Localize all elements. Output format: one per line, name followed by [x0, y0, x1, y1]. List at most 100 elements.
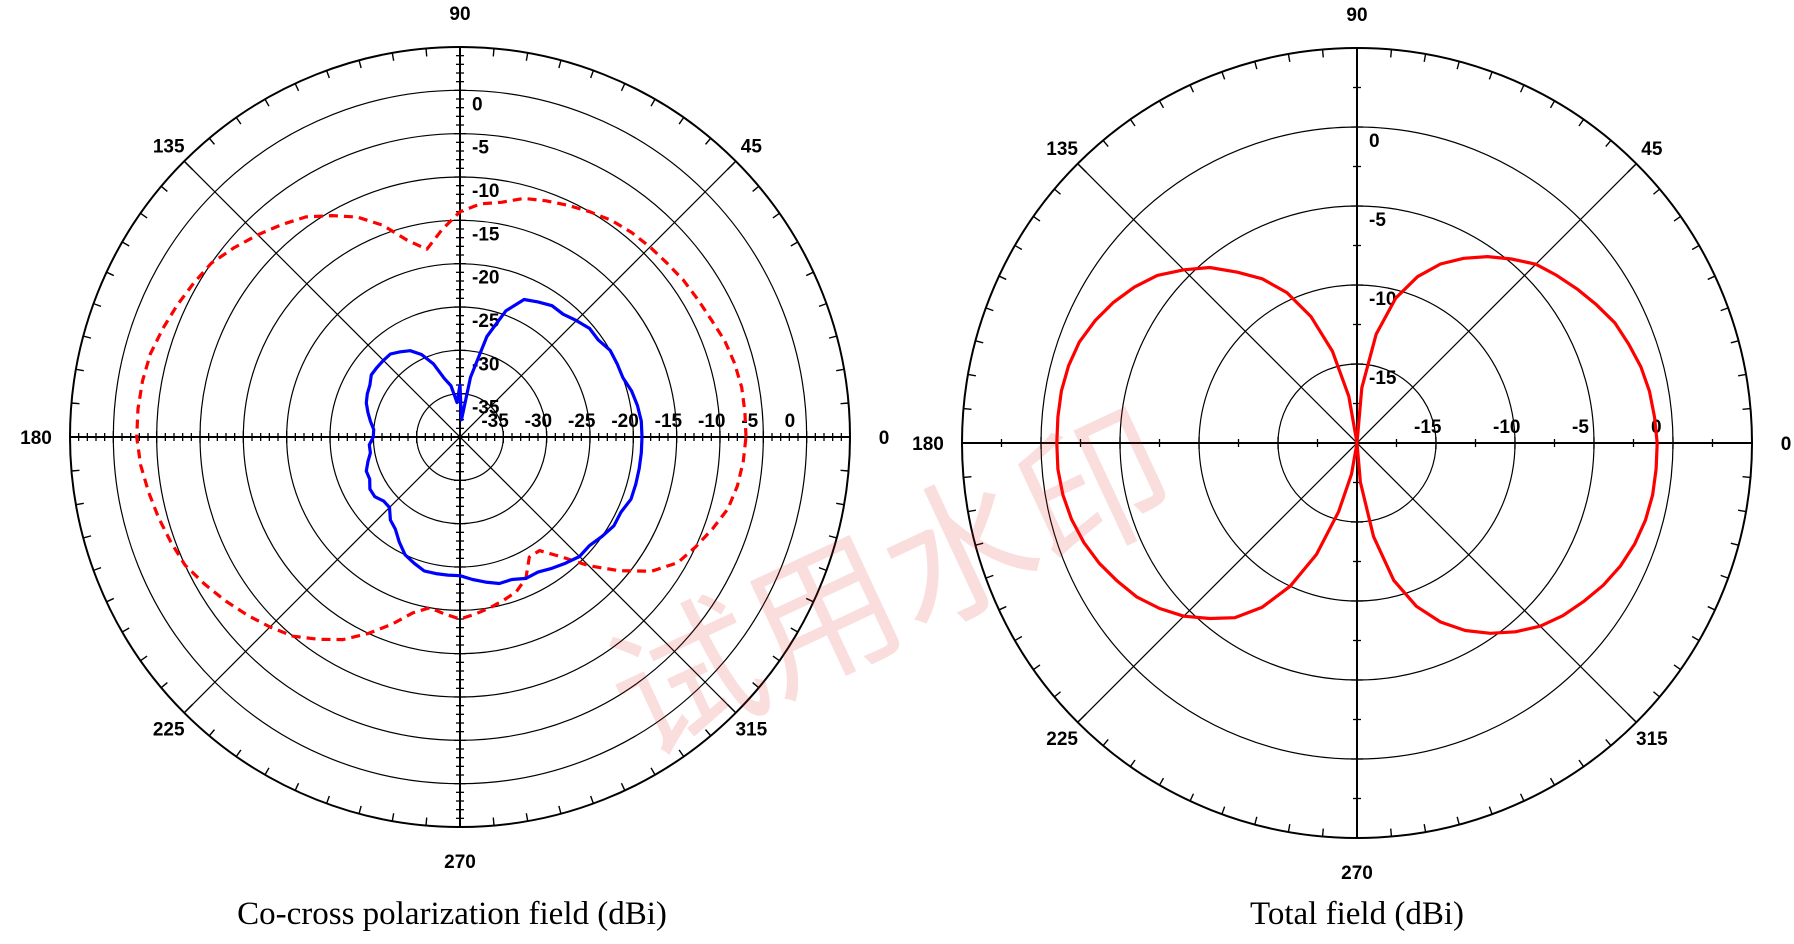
angular-tick	[805, 271, 814, 277]
angular-tick	[1390, 828, 1393, 837]
angular-tick	[1742, 476, 1751, 479]
angular-tick	[1053, 188, 1061, 195]
angular-tick	[836, 368, 845, 372]
angular-tick	[805, 597, 814, 603]
angular-tick	[294, 782, 300, 791]
angular-tick	[1456, 61, 1460, 70]
angular-tick	[836, 502, 845, 506]
radial-tick-label: -30	[525, 411, 552, 432]
radial-tick-label: -20	[611, 411, 638, 432]
angular-tick	[1730, 542, 1739, 546]
angular-tick	[772, 212, 780, 219]
angular-label: 270	[444, 852, 476, 873]
angular-tick	[492, 48, 495, 57]
angular-tick	[93, 566, 102, 572]
angular-tick	[160, 682, 168, 689]
angular-tick	[1189, 793, 1195, 802]
angular-tick	[1221, 806, 1226, 815]
angular-tick	[525, 52, 529, 61]
angular-tick	[492, 817, 495, 826]
angular-tick	[1737, 373, 1747, 377]
angular-tick	[1627, 713, 1637, 723]
angular-tick	[1287, 823, 1291, 833]
angular-tick	[183, 160, 194, 171]
radial-tick-label: -20	[472, 268, 499, 289]
angular-tick	[967, 509, 977, 513]
angular-tick	[1456, 816, 1460, 825]
angular-tick	[1578, 119, 1585, 127]
angular-tick	[790, 241, 799, 247]
angular-tick	[140, 655, 148, 662]
angular-label: 0	[1781, 434, 1792, 455]
angular-tick	[1014, 635, 1023, 642]
angular-tick	[1254, 816, 1258, 825]
radial-tick-label: 0	[785, 411, 796, 432]
angular-label: 225	[153, 719, 185, 740]
radial-tick-label: -25	[472, 311, 500, 332]
angular-tick	[1707, 605, 1716, 611]
angular-label: 135	[153, 137, 185, 158]
spoke-line	[183, 160, 737, 714]
angular-label: 45	[1641, 139, 1663, 160]
angular-label: 180	[20, 428, 52, 449]
angular-tick	[1488, 806, 1493, 815]
angular-tick	[1158, 100, 1165, 109]
angular-label: 0	[879, 428, 890, 449]
angular-tick	[325, 795, 331, 804]
radial-tick-label: -25	[568, 411, 596, 432]
angular-tick	[1653, 691, 1661, 698]
angular-tick	[1673, 215, 1681, 222]
radial-tick-label: -5	[1572, 417, 1589, 438]
radial-tick-label: -5	[472, 138, 489, 159]
radial-tick-label: -10	[1369, 289, 1396, 310]
angular-tick	[1077, 713, 1087, 723]
angular-tick	[985, 307, 994, 312]
angular-tick	[83, 535, 92, 539]
angular-label: 225	[1046, 729, 1078, 750]
chart-title-co-cross-polarization: Co-cross polarization field (dBi)	[237, 896, 667, 932]
angular-label: 135	[1046, 139, 1078, 160]
angular-tick	[1720, 307, 1729, 312]
angular-tick	[71, 469, 80, 472]
angular-label: 180	[912, 434, 944, 455]
angular-tick	[705, 729, 712, 737]
radial-tick-label: -10	[698, 411, 725, 432]
angular-tick	[589, 795, 595, 804]
angular-tick	[264, 767, 270, 776]
angular-tick	[558, 60, 562, 69]
angular-tick	[75, 368, 84, 372]
series-line	[135, 196, 748, 642]
angular-tick	[264, 98, 270, 107]
angular-tick	[818, 302, 827, 308]
radial-tick-label: -10	[472, 181, 499, 202]
angular-tick	[650, 767, 656, 776]
angular-tick	[1053, 691, 1061, 698]
angular-tick	[752, 682, 760, 689]
angular-tick	[1730, 340, 1739, 344]
angular-tick	[93, 302, 102, 308]
angular-tick	[1014, 244, 1023, 251]
angular-tick	[525, 813, 529, 822]
angular-tick	[71, 402, 80, 405]
angular-tick	[1549, 100, 1556, 109]
angular-tick	[1189, 84, 1195, 93]
chart-co-cross-polarization: 04590135180225270315-35-35-30-30-25-25-2…	[20, 4, 889, 873]
radial-tick-label: -35	[472, 398, 500, 419]
angular-tick	[1102, 139, 1109, 147]
angular-tick	[1578, 759, 1585, 767]
angular-tick	[828, 335, 837, 339]
angular-tick	[1321, 828, 1324, 837]
angular-tick	[121, 627, 130, 633]
angular-tick	[818, 566, 827, 572]
angular-tick	[998, 275, 1007, 281]
angular-tick	[391, 813, 395, 822]
angular-tick	[1254, 61, 1258, 70]
radial-tick-label: -15	[472, 224, 500, 245]
angular-tick	[963, 407, 972, 410]
angular-tick	[325, 70, 331, 79]
angular-tick	[840, 469, 849, 472]
angular-tick	[1519, 793, 1525, 802]
angular-tick	[620, 782, 626, 791]
angular-label: 270	[1341, 863, 1373, 884]
